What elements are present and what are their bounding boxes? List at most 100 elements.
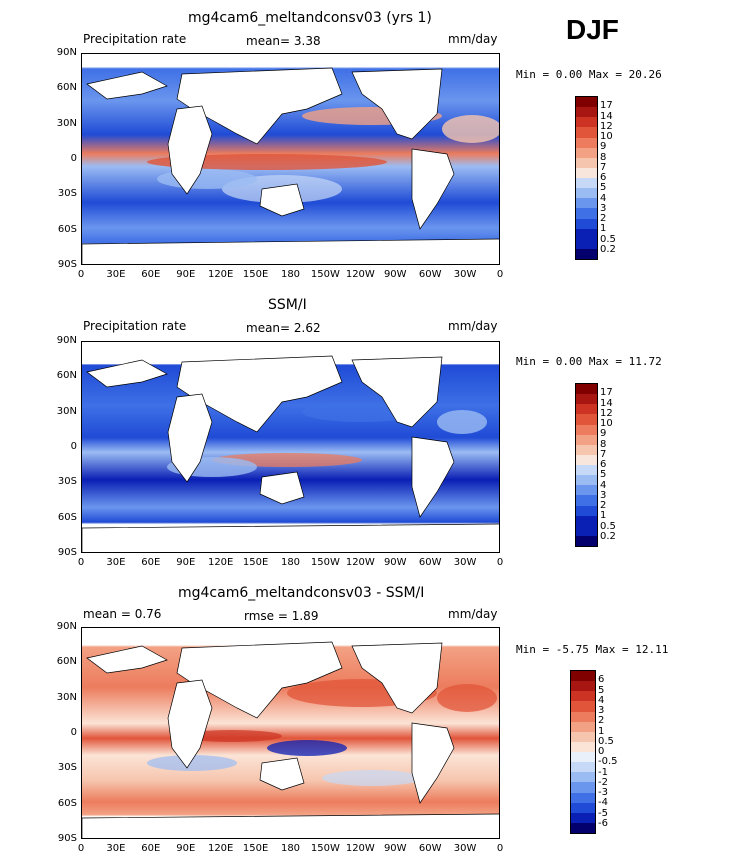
colorbar-tick-label: 12: [600, 407, 613, 419]
lon-tick-label: 150E: [242, 843, 269, 854]
map-plot: [81, 627, 500, 839]
lat-tick-label: 0: [70, 153, 77, 164]
minmax-label: Min = 0.00 Max = 11.72: [516, 355, 662, 368]
lon-tick-label: 150E: [242, 557, 269, 568]
colorbar-tick-label: 6: [600, 172, 607, 183]
lon-tick-label: 0: [496, 269, 504, 280]
lon-tick-label: 30E: [106, 843, 126, 854]
colorbar-tick-label: -6: [598, 817, 608, 829]
lon-tick-label: 0: [496, 557, 504, 568]
units-label: mm/day: [448, 319, 498, 333]
colorbar-tick-label: 4: [600, 192, 607, 204]
lat-tick-label: 30N: [56, 691, 77, 703]
colorbar-tick-label: -4: [598, 797, 608, 809]
colorbar-tick-label: 8: [600, 151, 607, 163]
panel-title: mg4cam6_meltandconsv03 - SSM/I: [178, 585, 425, 601]
colorbar-tick-label: 7: [600, 448, 607, 460]
colorbar-tick-label: 10: [600, 418, 613, 429]
lon-tick-label: 120E: [207, 843, 234, 854]
rmse-label: rmse = 1.89: [244, 609, 319, 623]
colorbar-tick-label: 6: [598, 674, 605, 686]
season-label: DJF: [566, 14, 619, 45]
lat-tick-label: 90N: [56, 335, 77, 346]
lon-tick-label: 120W: [345, 269, 375, 280]
lat-tick-label: 60S: [57, 223, 77, 235]
map-plot: [81, 341, 500, 553]
mean-label: mean = 0.76: [83, 607, 162, 621]
colorbar-tick-label: 1: [598, 725, 605, 737]
precip-field: [82, 54, 499, 264]
lat-tick-label: 90N: [56, 621, 77, 632]
colorbar-tick-label: 1: [600, 223, 607, 235]
lat-tick-label: 60N: [56, 82, 77, 94]
colorbar-tick-label: 0.5: [600, 520, 616, 532]
lat-tick-label: 30N: [56, 405, 77, 417]
colorbar-tick-label: 17: [600, 100, 613, 112]
lon-tick-label: 60W: [418, 269, 442, 280]
lon-tick-label: 60W: [418, 557, 442, 568]
lon-tick-label: 30W: [453, 557, 477, 568]
lon-tick-label: 180: [280, 843, 301, 854]
colorbar-tick-label: -5: [598, 807, 608, 819]
lon-tick-label: 180: [280, 557, 301, 568]
lon-tick-label: 0: [77, 557, 85, 568]
colorbar-tick-label: 14: [600, 397, 613, 409]
lon-tick-label: 30W: [453, 269, 477, 280]
lon-tick-label: 90E: [176, 557, 196, 568]
lon-tick-label: 30E: [106, 269, 126, 280]
colorbar-tick-label: 10: [600, 131, 613, 142]
lon-tick-label: 150W: [310, 269, 340, 280]
colorbar-tick-label: 8: [600, 438, 607, 450]
minmax-label: Min = -5.75 Max = 12.11: [516, 643, 669, 656]
lat-tick-label: 60N: [56, 370, 77, 382]
lon-tick-label: 60E: [141, 557, 161, 568]
colorbar-tick-label: 3: [600, 489, 607, 501]
colorbar: [575, 96, 598, 260]
lat-tick-label: 90S: [57, 833, 77, 844]
lat-tick-label: 30S: [57, 188, 77, 200]
variable-label: Precipitation rate: [83, 319, 187, 333]
map-plot: [81, 53, 500, 265]
lat-tick-label: 30S: [57, 476, 77, 488]
lon-tick-label: 90E: [176, 843, 196, 854]
colorbar-tick-label: 2: [598, 715, 605, 727]
colorbar-tick-label: 9: [600, 141, 607, 153]
lat-tick-label: 90S: [57, 547, 77, 558]
lon-tick-label: 150W: [310, 843, 340, 854]
lon-tick-label: 0: [77, 269, 85, 280]
colorbar-tick-label: 5: [600, 469, 607, 481]
lon-tick-label: 120W: [345, 843, 375, 854]
units-label: mm/day: [448, 607, 498, 621]
lon-tick-label: 0: [496, 843, 504, 854]
colorbar-tick-label: -1: [598, 766, 608, 778]
colorbar-tick-label: 0.5: [598, 735, 614, 747]
lon-tick-label: 30W: [453, 843, 477, 854]
colorbar-tick-label: 9: [600, 428, 607, 440]
colorbar: [570, 670, 596, 834]
colorbar-tick-label: -0.5: [598, 756, 618, 768]
panel-title: mg4cam6_meltandconsv03 (yrs 1): [188, 10, 432, 26]
lon-tick-label: 90E: [176, 269, 196, 280]
colorbar-tick-label: 17: [600, 387, 613, 399]
minmax-label: Min = 0.00 Max = 20.26: [516, 68, 662, 81]
colorbar-tick-label: 0.2: [600, 530, 616, 542]
colorbar-tick-label: 6: [600, 459, 607, 470]
colorbar-tick-label: 12: [600, 120, 613, 132]
lon-tick-label: 150W: [310, 557, 340, 568]
lon-tick-label: 60E: [141, 843, 161, 854]
colorbar-tick-label: 4: [600, 479, 607, 491]
colorbar-tick-label: 3: [600, 202, 607, 214]
lon-tick-label: 90W: [383, 269, 407, 280]
lon-tick-label: 120E: [207, 269, 234, 280]
lon-tick-label: 30E: [106, 557, 126, 568]
lon-tick-label: 120E: [207, 557, 234, 568]
precip-field: [82, 342, 499, 552]
colorbar-tick-label: 5: [600, 182, 607, 194]
colorbar-tick-label: 2: [600, 500, 607, 511]
colorbar-tick-label: 0: [598, 746, 605, 757]
colorbar-tick-label: -2: [598, 776, 608, 788]
lon-tick-label: 120W: [345, 557, 375, 568]
colorbar-tick-label: -3: [598, 787, 608, 798]
lon-tick-label: 180: [280, 269, 301, 280]
colorbar-tick-label: 5: [598, 684, 605, 696]
